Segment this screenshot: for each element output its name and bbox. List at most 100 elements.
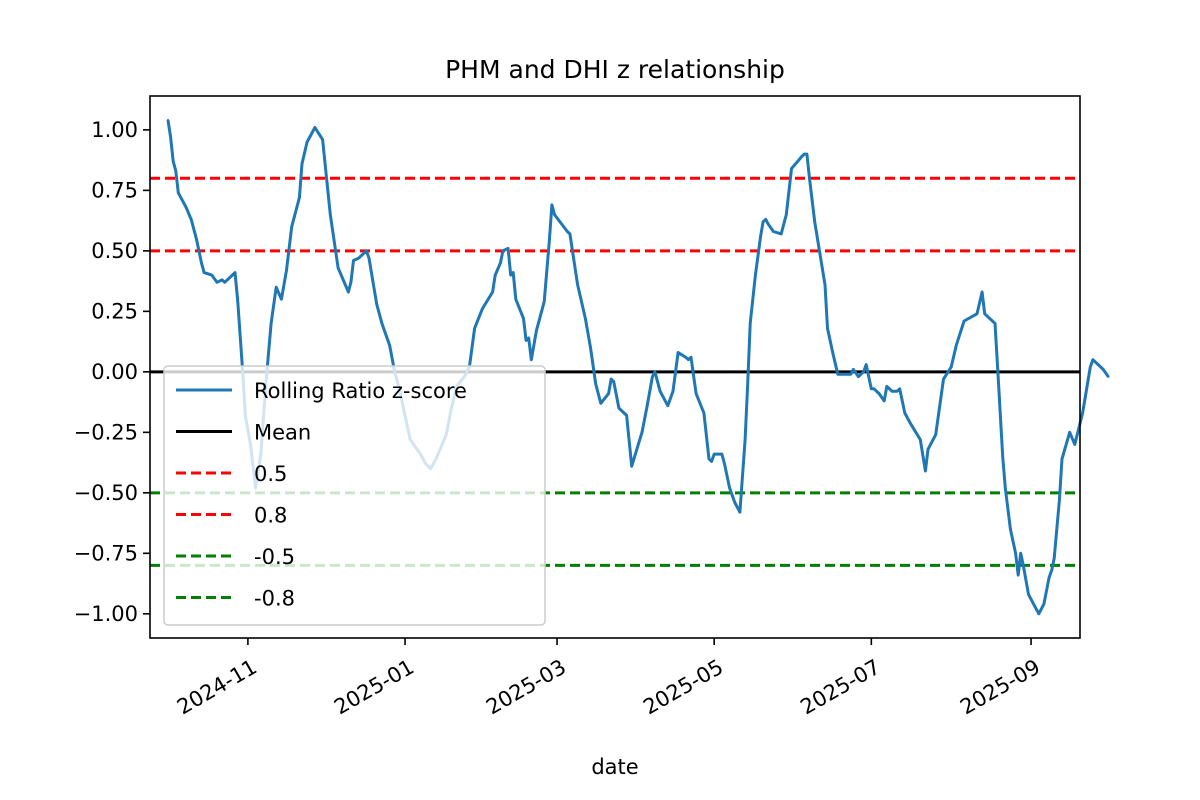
chart-title: PHM and DHI z relationship	[445, 55, 785, 84]
data-point	[543, 300, 546, 303]
data-point	[512, 271, 515, 274]
data-point	[524, 339, 528, 342]
data-point	[1017, 573, 1020, 577]
data-point	[962, 319, 966, 323]
data-point	[803, 152, 806, 156]
data-point	[903, 411, 906, 415]
data-point	[365, 249, 368, 253]
data-point	[862, 370, 865, 373]
data-point	[202, 271, 206, 274]
data-point	[231, 273, 234, 277]
data-point	[321, 138, 324, 141]
data-point	[275, 286, 278, 289]
data-point	[1102, 368, 1105, 371]
legend-label: 0.5	[254, 462, 287, 486]
data-point	[305, 140, 309, 144]
data-point	[676, 351, 680, 354]
data-point	[1042, 602, 1046, 606]
data-point	[329, 213, 332, 216]
data-point	[975, 312, 979, 315]
data-point	[530, 358, 533, 361]
data-point	[566, 230, 569, 233]
data-point	[890, 390, 894, 393]
y-tick-label: 1.00	[91, 118, 138, 142]
data-point	[934, 433, 937, 436]
data-point	[200, 261, 203, 265]
data-point	[908, 421, 912, 424]
data-point	[177, 191, 180, 194]
data-point	[926, 448, 930, 451]
data-point	[535, 329, 538, 332]
data-point	[790, 167, 793, 170]
data-point	[357, 256, 360, 260]
data-point	[494, 273, 497, 277]
data-point	[671, 390, 675, 393]
data-point	[993, 322, 997, 325]
data-point	[684, 356, 687, 359]
x-axis-label: date	[591, 755, 638, 779]
data-point	[865, 363, 868, 366]
data-point	[625, 414, 628, 417]
data-point	[1107, 375, 1110, 378]
y-tick-label: 0.25	[91, 299, 138, 323]
data-point	[895, 390, 899, 393]
data-point	[1060, 457, 1064, 461]
data-point	[950, 365, 953, 369]
data-point	[1019, 552, 1022, 555]
data-point	[885, 385, 888, 388]
data-point	[728, 486, 731, 490]
data-point	[506, 247, 510, 250]
data-point	[852, 368, 855, 371]
data-point	[823, 283, 827, 286]
data-point	[375, 302, 378, 306]
data-point	[653, 370, 657, 373]
data-point	[1058, 498, 1061, 502]
series-layer	[166, 119, 1110, 616]
data-point	[388, 344, 391, 347]
data-point	[764, 218, 767, 221]
data-point	[780, 232, 783, 236]
data-point	[983, 312, 986, 315]
data-point	[743, 438, 747, 441]
data-point	[617, 406, 621, 410]
data-point	[831, 351, 834, 354]
data-point	[785, 213, 788, 216]
data-point	[380, 322, 384, 325]
data-point	[805, 152, 809, 156]
data-point	[630, 465, 633, 468]
data-point	[694, 392, 698, 395]
data-point	[280, 298, 283, 301]
data-point	[548, 240, 551, 243]
data-point	[362, 252, 365, 255]
data-point	[1053, 557, 1056, 560]
data-point	[607, 392, 610, 395]
data-point	[772, 230, 775, 233]
legend-box	[163, 365, 546, 626]
legend-label: -0.8	[254, 587, 295, 611]
data-point	[236, 298, 239, 301]
data-point	[568, 232, 572, 236]
y-tick-label: −0.25	[74, 420, 138, 444]
data-point	[220, 278, 224, 282]
data-point	[888, 387, 891, 390]
legend-label: -0.5	[254, 545, 295, 569]
data-point	[702, 411, 706, 415]
data-point	[174, 169, 177, 173]
y-tick-label: 0.75	[91, 178, 138, 202]
y-axis: 1.00 0.75 0.50 0.25 0.00 −0.25 −0.50 −0.75 −1.00	[74, 118, 150, 626]
data-point	[1004, 486, 1007, 490]
data-point	[754, 273, 757, 277]
x-tick-label: 2025-01	[330, 655, 418, 720]
data-point	[849, 373, 852, 376]
data-point	[349, 281, 353, 284]
data-point	[1081, 411, 1084, 415]
data-point	[687, 358, 690, 361]
series-line-0	[166, 119, 1110, 616]
data-point	[1073, 443, 1077, 446]
data-point	[836, 373, 839, 376]
y-tick-label: −0.50	[74, 481, 138, 505]
x-tick-label: 2025-07	[796, 655, 884, 720]
data-point	[594, 382, 597, 386]
data-point	[166, 119, 170, 122]
data-point	[514, 298, 517, 301]
